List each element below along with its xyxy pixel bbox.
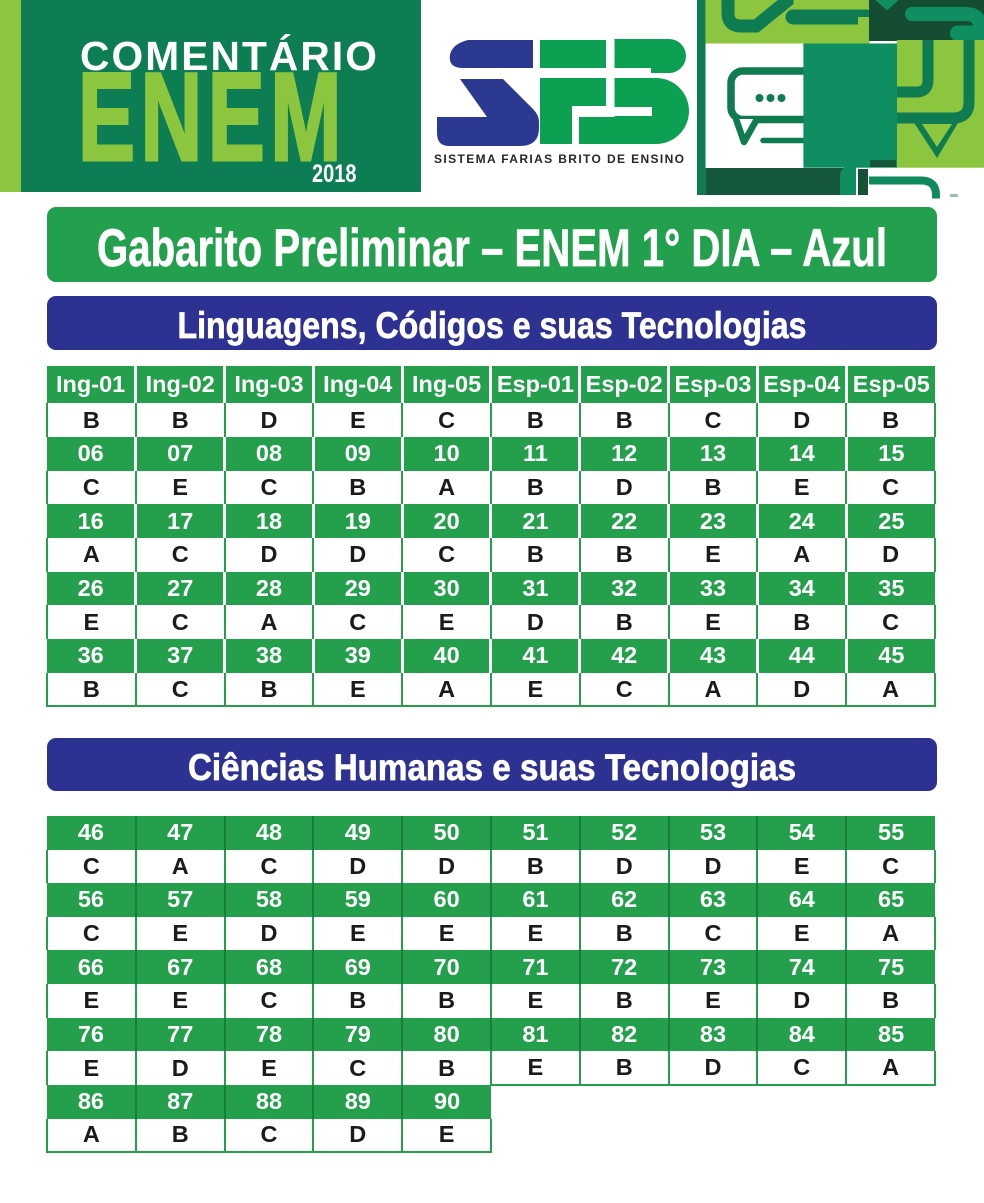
svg-text:SISTEMA FARIAS BRITO DE ENSINO: SISTEMA FARIAS BRITO DE ENSINO: [434, 152, 684, 166]
